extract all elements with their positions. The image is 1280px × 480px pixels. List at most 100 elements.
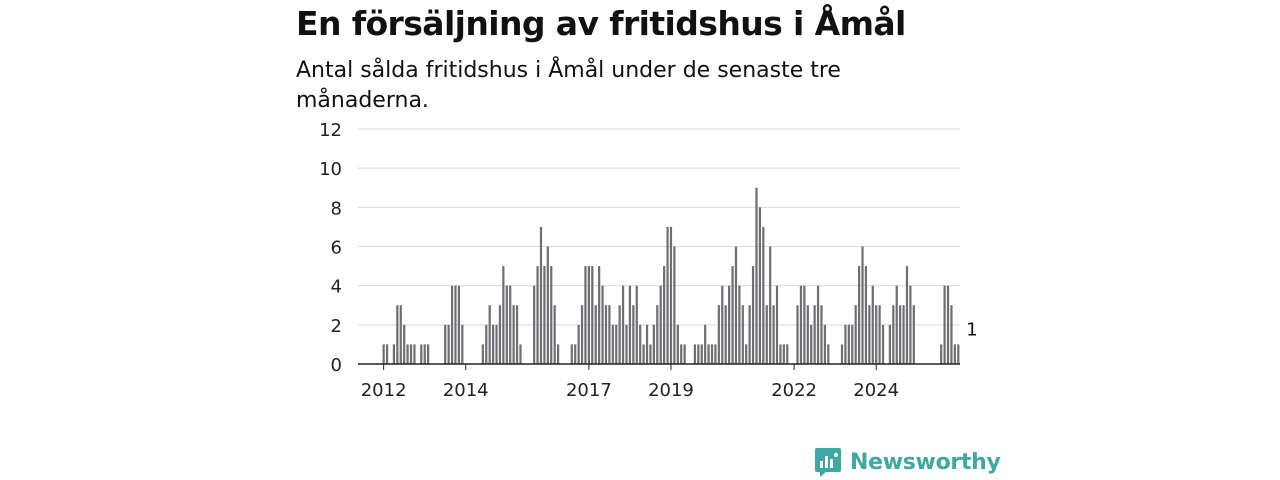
bar [553,305,556,364]
bar [539,226,543,364]
bars [382,187,960,364]
y-tick-label: 12 [319,120,342,141]
y-tick-label: 4 [331,277,342,298]
bar [556,344,560,364]
bar [481,344,484,364]
bar [745,344,748,364]
data-labels: 1 [966,319,977,340]
bar [693,344,697,364]
bar [550,266,553,364]
bar [536,266,539,364]
bar [598,266,601,364]
bar [755,187,758,364]
bar [577,324,580,364]
bar [840,344,844,364]
bar [762,226,765,364]
x-tick-label: 2012 [361,380,407,401]
bar [618,305,621,364]
bar [707,344,710,364]
bar [392,344,396,364]
y-tick-label: 10 [319,159,342,180]
newsworthy-logo: Newsworthy [814,446,1001,478]
bar [844,324,847,364]
x-tick-label: 2017 [566,380,612,401]
highlight-value-label: 1 [966,319,977,340]
chart-subtitle: Antal sålda fritidshus i Åmål under de s… [296,58,841,113]
bar [748,305,751,364]
y-tick-label: 6 [331,238,342,259]
bar [594,305,597,364]
bar [806,305,809,364]
bar [871,285,874,364]
brand-name: Newsworthy [850,449,1001,475]
bar [403,324,406,364]
bar [615,324,618,364]
bar [656,305,659,364]
bar [642,344,645,364]
bar [731,266,734,364]
bar [457,285,461,364]
bar [734,246,738,364]
bar [519,344,522,364]
bar [769,246,772,364]
bar [543,266,546,364]
x-axis: 2012 2014 2017 2019 2022 2024 [358,363,960,401]
bar [628,285,632,364]
bar [382,344,385,364]
bar [786,344,789,364]
bar [717,305,720,364]
bar [943,285,946,364]
bar [857,266,861,364]
bar [861,246,864,364]
bar [940,344,943,364]
bar [498,305,502,364]
bar [950,305,953,364]
bar [810,324,813,364]
bar [892,305,895,364]
x-tick-label: 2024 [853,380,899,401]
x-tick-label: 2022 [771,380,817,401]
bar [669,226,673,364]
bar [912,305,915,364]
bar [957,344,960,364]
chart-title: En försäljning av fritidshus i Åmål [296,4,906,43]
bar [895,285,898,364]
bar [899,305,902,364]
bar [878,305,881,364]
bar [625,324,628,364]
bar [427,344,430,364]
bar [450,285,454,364]
bar [751,266,755,364]
bar [775,285,779,364]
bar [673,246,676,364]
bar [946,285,950,364]
bar [385,344,389,364]
bar [803,285,806,364]
bar [485,324,488,364]
bar [905,266,909,364]
bar [721,285,724,364]
bar [509,285,512,364]
bar [649,344,652,364]
bar [823,324,827,364]
bar [502,266,505,364]
bar [659,285,662,364]
bar [772,305,775,364]
bar [495,324,498,364]
bar [697,344,700,364]
y-tick-label: 0 [331,355,342,376]
bar [399,305,402,364]
bar [741,305,744,364]
bar [851,324,854,364]
y-axis-ticks: 0 2 4 6 8 10 12 [319,120,342,376]
bar [635,285,638,364]
bar [396,305,399,364]
bar [738,285,741,364]
bar [909,285,912,364]
bar [888,324,891,364]
grid-lines [358,128,960,326]
bar [512,305,515,364]
bar [680,344,683,364]
bar [799,285,803,364]
